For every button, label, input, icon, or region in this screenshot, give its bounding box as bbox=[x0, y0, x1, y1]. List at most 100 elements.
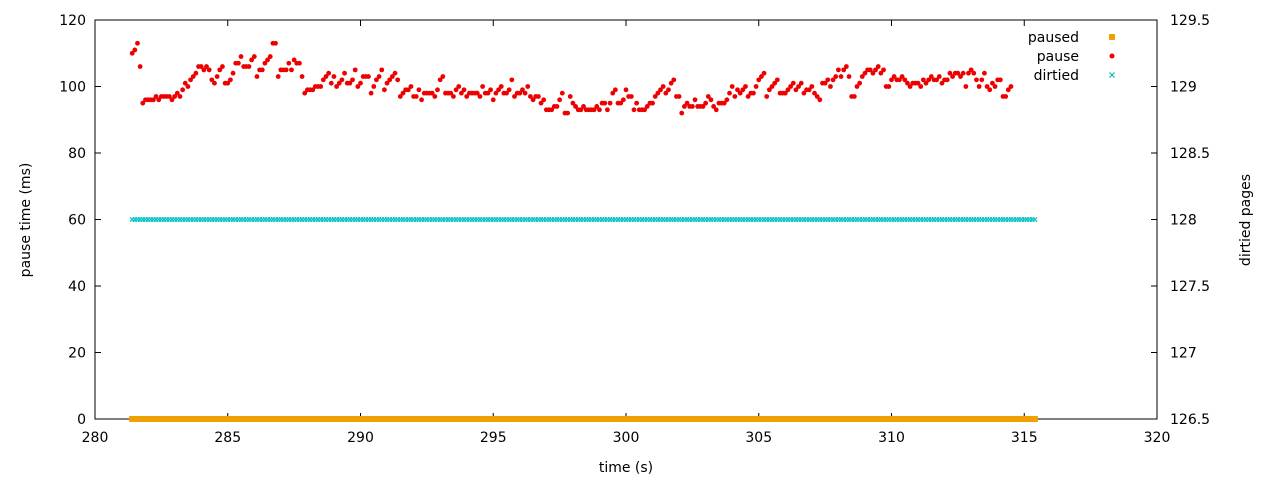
point-pause bbox=[419, 97, 424, 103]
point-pause bbox=[833, 74, 839, 79]
point-pause bbox=[400, 90, 406, 96]
point-pause bbox=[265, 57, 270, 63]
point-pause bbox=[793, 87, 799, 93]
point-pause bbox=[331, 74, 337, 79]
x-tick-label: 295 bbox=[480, 430, 507, 446]
point-pause bbox=[358, 80, 363, 86]
point-pause bbox=[310, 87, 316, 93]
point-pause bbox=[379, 67, 385, 73]
point-pause bbox=[132, 47, 138, 53]
point-paused bbox=[1031, 416, 1038, 422]
point-pause bbox=[509, 77, 515, 83]
point-pause bbox=[474, 90, 480, 96]
point-pause bbox=[934, 77, 940, 83]
point-pause bbox=[663, 90, 669, 96]
point-pause bbox=[496, 87, 501, 93]
point-pause bbox=[814, 94, 820, 99]
point-pause bbox=[336, 80, 342, 86]
point-pause bbox=[204, 64, 209, 69]
point-pause bbox=[875, 64, 881, 69]
point-pause bbox=[631, 107, 637, 113]
y-tick-label: 20 bbox=[68, 346, 86, 362]
point-pause bbox=[889, 77, 894, 83]
point-pause bbox=[286, 60, 292, 66]
point-pause bbox=[251, 54, 257, 59]
series-pause bbox=[129, 40, 1014, 116]
point-pause bbox=[328, 80, 334, 86]
point-pause bbox=[668, 80, 674, 86]
point-pause bbox=[326, 70, 332, 76]
y2-tick-label: 126.5 bbox=[1170, 412, 1210, 428]
point-pause bbox=[180, 87, 186, 93]
point-pause bbox=[254, 74, 260, 79]
point-pause bbox=[989, 80, 995, 86]
point-pause bbox=[129, 50, 135, 56]
point-pause bbox=[182, 80, 188, 86]
point-pause bbox=[437, 77, 443, 83]
point-pause bbox=[947, 70, 953, 76]
point-pause bbox=[825, 77, 831, 83]
point-pause bbox=[506, 87, 512, 93]
point-pause bbox=[302, 90, 308, 96]
point-pause bbox=[854, 84, 860, 89]
point-pause bbox=[355, 84, 361, 89]
point-pause bbox=[493, 90, 499, 96]
point-pause bbox=[228, 77, 233, 83]
point-pause bbox=[703, 100, 709, 106]
point-pause bbox=[594, 104, 600, 109]
point-pause bbox=[440, 74, 446, 79]
point-pause bbox=[960, 70, 966, 76]
x-tick-label: 320 bbox=[1144, 430, 1171, 446]
point-pause bbox=[397, 94, 403, 99]
y2-axis-title: dirtied pages bbox=[1238, 174, 1254, 266]
point-pause bbox=[453, 87, 459, 93]
point-pause bbox=[520, 87, 525, 93]
point-pause bbox=[448, 90, 454, 96]
point-pause bbox=[918, 84, 924, 89]
point-pause bbox=[392, 70, 398, 76]
point-pause bbox=[955, 70, 961, 76]
point-pause bbox=[971, 70, 977, 76]
point-pause bbox=[756, 77, 762, 83]
point-pause bbox=[522, 90, 528, 96]
point-pause bbox=[334, 84, 340, 89]
point-pause bbox=[212, 80, 217, 86]
series-paused bbox=[129, 416, 1038, 422]
point-pause bbox=[235, 60, 241, 66]
point-pause bbox=[705, 94, 711, 99]
point-pause bbox=[480, 84, 486, 89]
point-pause bbox=[841, 67, 847, 73]
legend-marker-pause bbox=[1109, 53, 1115, 59]
point-pause bbox=[517, 90, 523, 96]
point-pause bbox=[342, 70, 347, 76]
point-pause bbox=[528, 94, 533, 99]
y2-tick-label: 127 bbox=[1170, 346, 1197, 362]
point-pause bbox=[772, 80, 778, 86]
point-pause bbox=[743, 84, 748, 89]
point-pause bbox=[166, 94, 172, 99]
point-pause bbox=[490, 97, 496, 103]
point-pause bbox=[859, 74, 865, 79]
point-pause bbox=[541, 97, 547, 103]
point-pause bbox=[291, 57, 297, 63]
point-pause bbox=[1008, 84, 1014, 89]
point-dirtied bbox=[1032, 216, 1038, 223]
point-pause bbox=[209, 77, 215, 83]
point-pause bbox=[289, 67, 294, 73]
point-pause bbox=[174, 90, 180, 96]
point-pause bbox=[721, 100, 727, 106]
point-pause bbox=[809, 84, 815, 89]
point-pause bbox=[198, 64, 204, 69]
x-axis-title: time (s) bbox=[599, 460, 653, 476]
point-pause bbox=[713, 107, 719, 113]
point-pause bbox=[259, 67, 265, 73]
point-pause bbox=[886, 84, 892, 89]
point-pause bbox=[262, 60, 268, 66]
point-pause bbox=[408, 84, 414, 89]
point-pause bbox=[512, 94, 517, 99]
point-pause bbox=[190, 74, 196, 79]
series-layer bbox=[129, 40, 1038, 422]
point-pause bbox=[851, 94, 857, 99]
point-pause bbox=[570, 100, 576, 106]
point-pause bbox=[732, 94, 738, 99]
